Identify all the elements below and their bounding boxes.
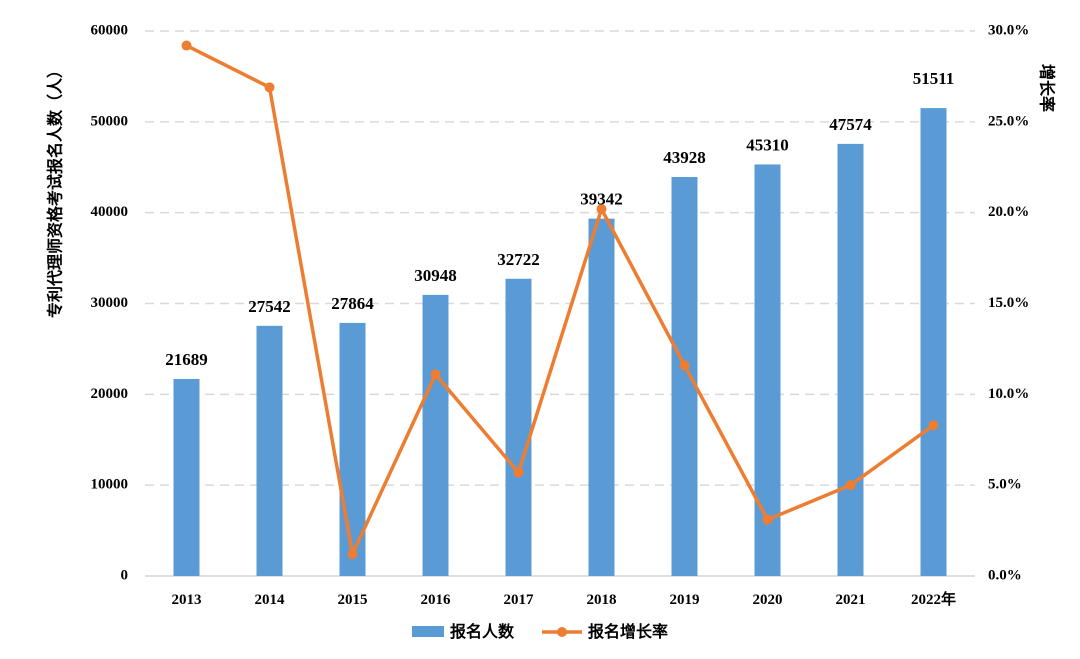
y2-tick-label: 30.0% [988,22,1029,38]
x-tick-label: 2021 [836,592,866,608]
y2-tick-label: 0.0% [988,567,1022,583]
growth-rate-point [679,360,690,371]
bar-data-label: 30948 [414,266,457,285]
bar-data-label: 21689 [165,350,208,369]
y-tick-label: 50000 [91,113,129,129]
bar [505,278,532,576]
bar-data-label: 27864 [331,294,374,313]
legend-swatch-bars [412,626,444,637]
x-tick-label: 2016 [421,592,452,608]
x-tick-label: 2018 [587,592,617,608]
legend: 报名人数 报名增长率 [412,622,668,641]
bar [173,378,200,576]
bar-data-label: 32722 [497,250,540,269]
bar-data-label: 45310 [746,135,789,154]
y-axis-title: 专利代理师资格考试报名人数（人） [46,62,65,318]
x-tick-label: 2022年 [911,590,956,608]
y-tick-label: 10000 [91,477,129,493]
y2-tick-label: 10.0% [988,386,1029,402]
data-labels: 21689 27542 27864 30948 32722 39342 43928 45310… [165,69,954,369]
left-axis-ticks: 0 10000 20000 30000 40000 50000 60000 [91,22,129,583]
growth-rate-point [430,369,441,380]
y-tick-label: 20000 [91,386,129,402]
y2-tick-label: 15.0% [988,295,1029,311]
growth-rate-point [264,82,275,93]
bar [671,176,698,576]
y-tick-label: 60000 [91,22,129,38]
x-axis-ticks: 2013 2014 2015 2016 2017 2018 2019 2020 2021 2022… [172,590,957,608]
x-tick-label: 2019 [670,592,700,608]
right-axis-ticks: 0.0% 5.0% 10.0% 15.0% 20.0% 25.0% 30.0% [988,22,1029,583]
growth-rate-point [596,204,607,215]
bar [422,294,449,576]
x-tick-label: 2015 [338,592,368,608]
y2-axis-title: 增长率 [1038,64,1057,112]
growth-rate-point [347,549,358,560]
legend-swatch-marker [557,627,567,637]
y-tick-label: 40000 [91,204,129,220]
y2-tick-label: 5.0% [988,477,1022,493]
growth-rate-point [928,420,939,431]
x-tick-label: 2013 [172,592,202,608]
y2-tick-label: 25.0% [988,113,1029,129]
growth-rate-point [181,40,192,51]
bar-data-label: 47574 [829,115,872,134]
gridlines [145,30,975,577]
bar [837,143,864,576]
x-tick-label: 2014 [255,592,286,608]
growth-rate-point [762,514,773,525]
legend-label-bars: 报名人数 [450,622,515,641]
bar-data-label: 39342 [580,190,623,209]
growth-rate-point [845,480,856,491]
bar [588,218,615,576]
x-tick-label: 2020 [753,592,783,608]
bar [920,108,947,577]
bar-data-label: 43928 [663,148,706,167]
bar [754,164,781,576]
growth-rate-point [513,467,524,478]
growth-rate-line [185,43,935,556]
bar [256,325,283,576]
bar-data-label: 51511 [913,69,955,88]
y-tick-label: 30000 [91,295,129,311]
y2-tick-label: 20.0% [988,204,1029,220]
x-tick-label: 2017 [504,592,535,608]
bar-data-label: 27542 [248,297,291,316]
line-series [181,40,939,560]
legend-label-line: 报名增长率 [588,622,668,641]
y-tick-label: 0 [121,567,129,583]
